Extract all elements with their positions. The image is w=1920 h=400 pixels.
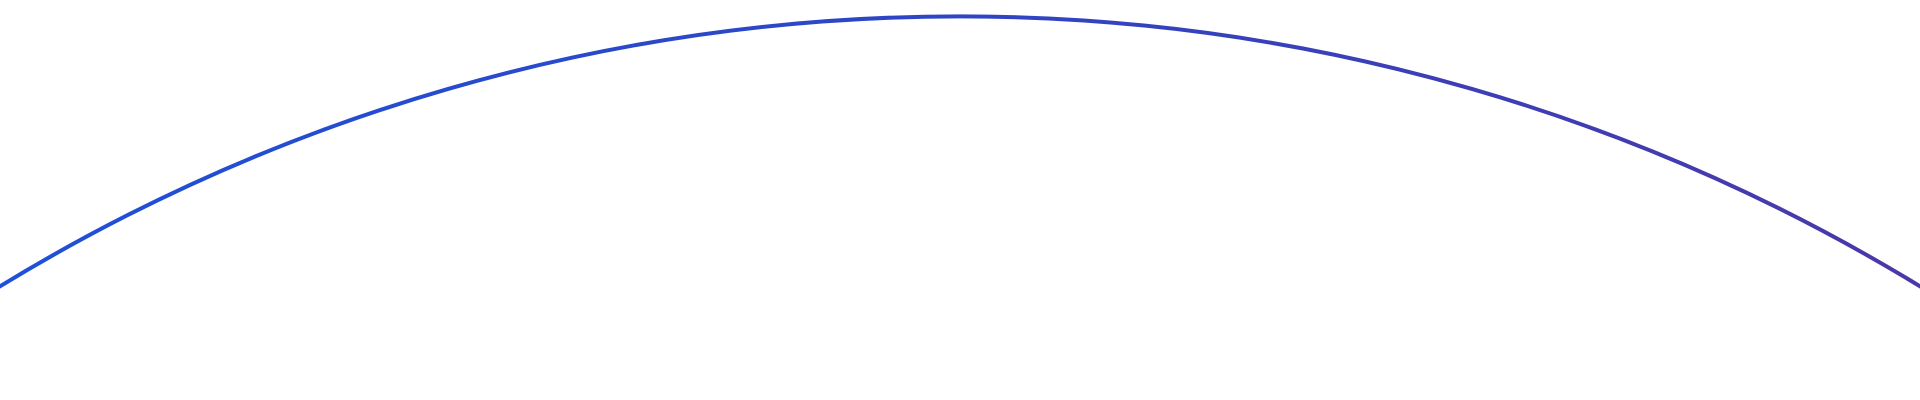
decorative-arc: [0, 14, 1920, 289]
